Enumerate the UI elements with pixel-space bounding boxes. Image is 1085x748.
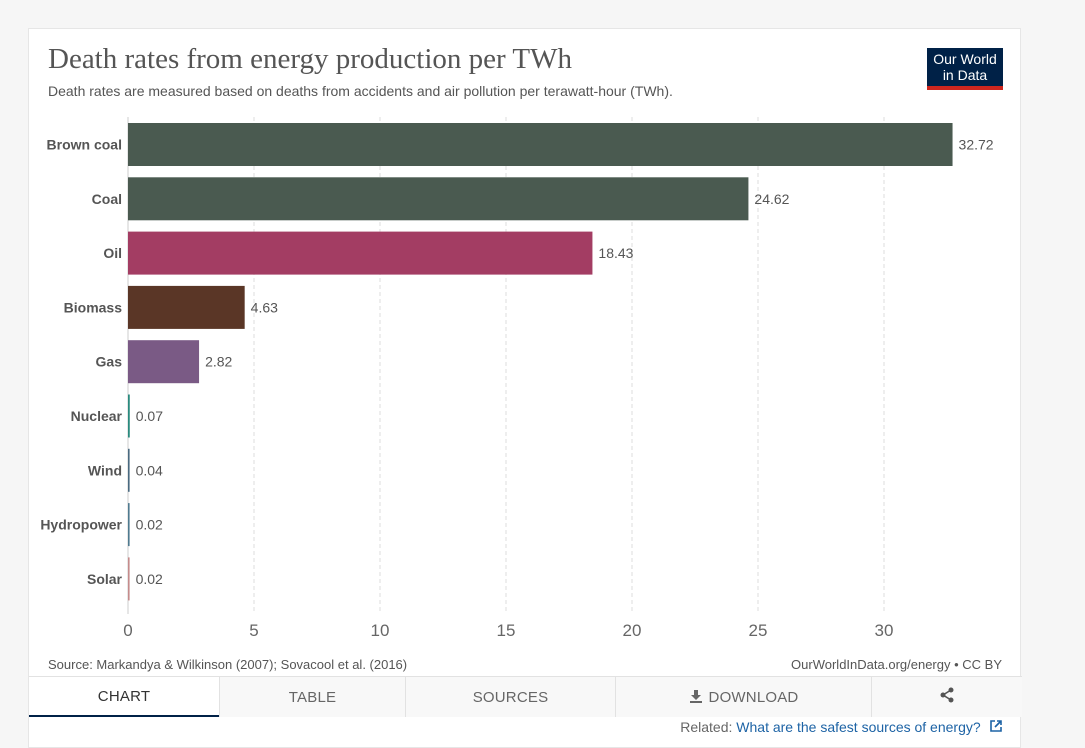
owid-logo[interactable]: Our World in Data [927,48,1003,90]
category-label-nuclear: Nuclear [71,408,123,424]
tab-chart[interactable]: CHART [29,677,219,717]
bar-nuclear[interactable] [128,394,130,438]
value-label-wind: 0.04 [136,462,163,478]
category-label-biomass: Biomass [64,299,123,315]
value-label-nuclear: 0.07 [136,408,163,424]
chart-title: Death rates from energy production per T… [48,43,572,75]
category-label-hydropower: Hydropower [40,517,122,533]
tab-share[interactable] [871,677,1022,717]
bar-coal[interactable] [128,177,749,221]
related-link[interactable]: What are the safest sources of energy? [736,719,981,735]
bar-oil[interactable] [128,231,593,275]
tab-sources-label: SOURCES [472,688,549,706]
value-label-solar: 0.02 [136,571,163,587]
tab-download-label: DOWNLOAD [708,688,799,706]
x-tick-label-15: 15 [497,621,516,640]
bar-wind[interactable] [128,448,130,492]
value-label-gas: 2.82 [205,354,232,370]
related-prefix: Related: [680,719,737,735]
external-link-icon [987,720,1002,735]
bar-brown-coal[interactable] [128,123,953,166]
tab-table-label: TABLE [288,688,337,706]
logo-line-2: in Data [942,67,988,83]
tab-bar: CHART TABLE SOURCES DOWNLOAD [29,676,1022,717]
related-line: Related: What are the safest sources of … [680,719,1002,735]
bar-gas[interactable] [128,340,200,384]
share-icon [939,687,955,707]
category-label-brown-coal: Brown coal [47,137,122,153]
x-tick-label-30: 30 [875,621,894,640]
category-label-oil: Oil [103,245,122,261]
x-tick-label-5: 5 [249,621,258,640]
bar-hydropower[interactable] [128,503,130,547]
x-tick-label-10: 10 [371,621,390,640]
bar-solar[interactable] [128,557,130,601]
value-label-oil: 18.43 [598,245,633,261]
x-tick-label-25: 25 [749,621,768,640]
value-label-hydropower: 0.02 [136,517,163,533]
x-tick-label-0: 0 [123,621,132,640]
category-label-wind: Wind [88,462,122,478]
x-tick-label-20: 20 [623,621,642,640]
bar-chart: Brown coal 32.72 Coal 24.62 Oil 18.43 Biomass 4… [40,117,994,640]
tab-chart-label: CHART [97,687,151,705]
chart-card: Death rates from energy production per T… [28,28,1022,748]
credit-link[interactable]: OurWorldInData.org/energy • CC BY [791,657,1002,672]
value-label-brown-coal: 32.72 [959,137,994,153]
tab-sources[interactable]: SOURCES [405,677,615,717]
chart-subtitle: Death rates are measured based on deaths… [48,83,673,99]
source-note: Source: Markandya & Wilkinson (2007); So… [48,657,408,672]
bar-biomass[interactable] [128,285,245,329]
tab-table[interactable]: TABLE [219,677,405,717]
value-label-biomass: 4.63 [251,299,278,315]
category-label-solar: Solar [87,571,123,587]
logo-line-1: Our World [933,51,997,67]
category-label-gas: Gas [96,354,123,370]
value-label-coal: 24.62 [754,191,789,207]
category-label-coal: Coal [92,191,122,207]
tab-download[interactable]: DOWNLOAD [615,677,871,717]
download-icon [689,689,703,706]
